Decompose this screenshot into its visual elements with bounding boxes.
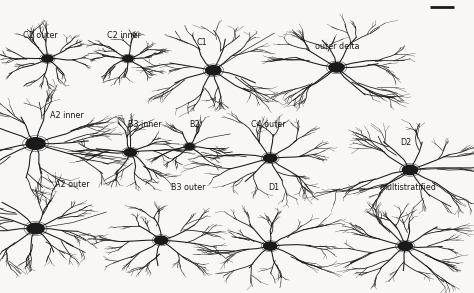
Circle shape — [206, 66, 221, 75]
Circle shape — [264, 242, 277, 250]
Circle shape — [123, 55, 133, 62]
Text: C2 outer: C2 outer — [23, 31, 57, 40]
Text: C2 inner: C2 inner — [107, 31, 140, 40]
Text: multistratified: multistratified — [379, 183, 436, 192]
Text: B3 outer: B3 outer — [171, 183, 205, 192]
Circle shape — [27, 223, 44, 234]
Circle shape — [185, 144, 194, 149]
Text: B2: B2 — [190, 120, 200, 129]
Text: A2 outer: A2 outer — [55, 180, 89, 189]
Text: outer delta: outer delta — [315, 42, 360, 52]
Circle shape — [402, 165, 418, 175]
Text: C1: C1 — [197, 38, 207, 47]
Circle shape — [155, 236, 168, 244]
Circle shape — [264, 154, 277, 162]
Circle shape — [398, 242, 412, 251]
Circle shape — [26, 138, 45, 149]
Text: A2 inner: A2 inner — [50, 111, 83, 120]
Text: D2: D2 — [401, 138, 412, 147]
Text: D1: D1 — [268, 183, 279, 192]
Circle shape — [329, 63, 344, 72]
Text: C4 outer: C4 outer — [251, 120, 286, 129]
Text: B3 inner: B3 inner — [128, 120, 162, 129]
Circle shape — [124, 149, 137, 156]
Circle shape — [42, 55, 53, 62]
